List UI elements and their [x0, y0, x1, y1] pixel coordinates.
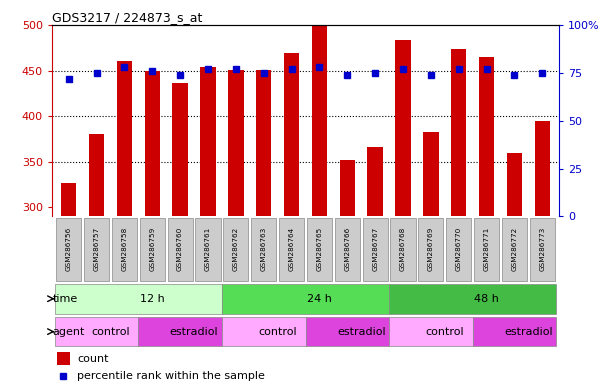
Text: GSM286757: GSM286757: [93, 227, 100, 271]
Bar: [446, 218, 471, 281]
Bar: [451, 49, 466, 217]
Bar: [284, 53, 299, 217]
Text: control: control: [91, 327, 130, 337]
Text: GSM286768: GSM286768: [400, 227, 406, 271]
Bar: [200, 67, 216, 217]
Bar: [167, 218, 192, 281]
Text: 24 h: 24 h: [307, 294, 332, 304]
Bar: [479, 57, 494, 217]
Bar: [55, 284, 222, 314]
Text: GSM286761: GSM286761: [205, 227, 211, 271]
Bar: [340, 160, 355, 217]
Text: GSM286762: GSM286762: [233, 227, 239, 271]
Bar: [61, 183, 76, 217]
Text: 48 h: 48 h: [474, 294, 499, 304]
Text: time: time: [53, 294, 78, 304]
Text: GDS3217 / 224873_s_at: GDS3217 / 224873_s_at: [52, 11, 202, 24]
Bar: [112, 218, 137, 281]
Bar: [138, 317, 222, 346]
Text: GSM286773: GSM286773: [540, 227, 546, 271]
Bar: [395, 40, 411, 217]
Bar: [172, 83, 188, 217]
Bar: [307, 218, 332, 281]
Bar: [362, 218, 388, 281]
Bar: [55, 317, 138, 346]
Text: GSM286767: GSM286767: [372, 227, 378, 271]
Bar: [530, 218, 555, 281]
Text: control: control: [425, 327, 464, 337]
Text: GSM286771: GSM286771: [484, 227, 489, 271]
Bar: [473, 317, 556, 346]
Text: GSM286770: GSM286770: [456, 227, 462, 271]
Bar: [389, 317, 473, 346]
Text: percentile rank within the sample: percentile rank within the sample: [78, 371, 265, 381]
Text: GSM286772: GSM286772: [511, 227, 518, 271]
Bar: [306, 317, 389, 346]
Text: estradiol: estradiol: [504, 327, 553, 337]
Text: estradiol: estradiol: [337, 327, 386, 337]
Text: control: control: [258, 327, 297, 337]
Bar: [423, 132, 439, 217]
Bar: [502, 218, 527, 281]
Text: 12 h: 12 h: [140, 294, 164, 304]
Text: GSM286756: GSM286756: [65, 227, 71, 271]
Bar: [507, 152, 522, 217]
Text: GSM286766: GSM286766: [344, 227, 350, 271]
Text: GSM286760: GSM286760: [177, 227, 183, 271]
Bar: [228, 70, 244, 217]
Bar: [367, 147, 383, 217]
Bar: [535, 121, 550, 217]
Text: GSM286764: GSM286764: [288, 227, 295, 271]
Bar: [312, 26, 327, 217]
Text: agent: agent: [53, 327, 85, 337]
Bar: [256, 70, 271, 217]
Text: GSM286758: GSM286758: [122, 227, 127, 271]
Bar: [389, 284, 556, 314]
Bar: [196, 218, 221, 281]
Bar: [279, 218, 304, 281]
Bar: [140, 218, 165, 281]
Bar: [84, 218, 109, 281]
Bar: [89, 134, 104, 217]
Text: GSM286759: GSM286759: [149, 227, 155, 271]
Bar: [223, 218, 249, 281]
Text: GSM286765: GSM286765: [316, 227, 323, 271]
Bar: [390, 218, 415, 281]
Bar: [145, 71, 160, 217]
Bar: [474, 218, 499, 281]
Bar: [251, 218, 276, 281]
Text: estradiol: estradiol: [170, 327, 218, 337]
Bar: [56, 218, 81, 281]
Bar: [222, 317, 306, 346]
Bar: [57, 352, 70, 365]
Bar: [419, 218, 444, 281]
Bar: [117, 61, 132, 217]
Text: count: count: [78, 354, 109, 364]
Text: GSM286769: GSM286769: [428, 227, 434, 271]
Text: GSM286763: GSM286763: [261, 227, 267, 271]
Bar: [335, 218, 360, 281]
Bar: [222, 284, 389, 314]
